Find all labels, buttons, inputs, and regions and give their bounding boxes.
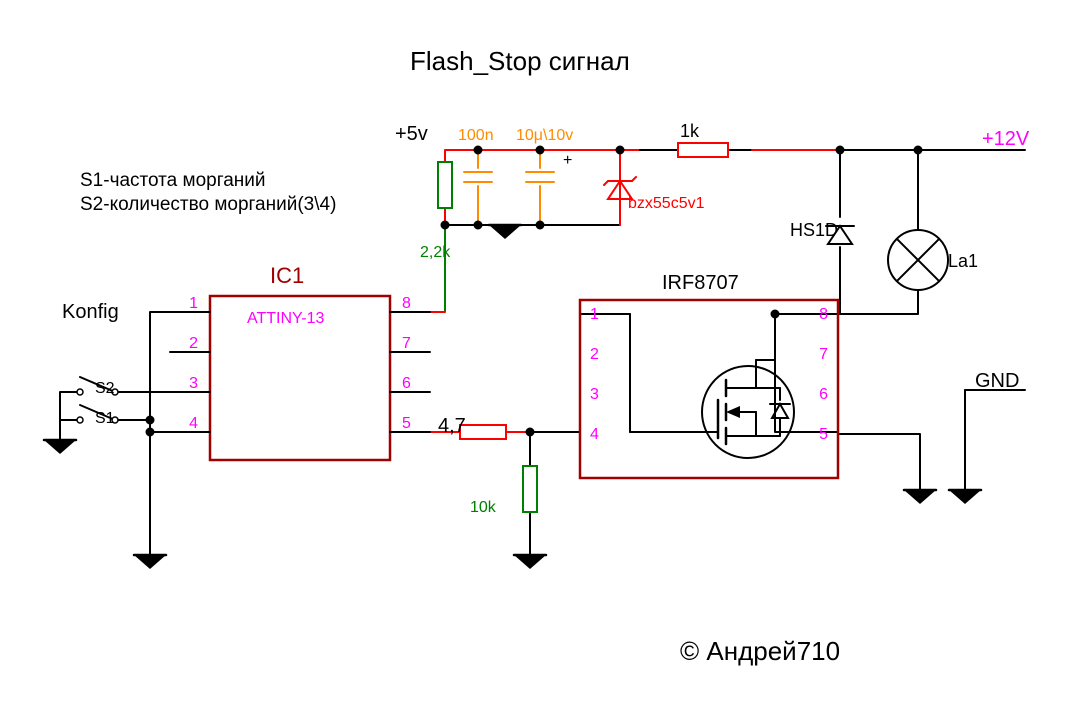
svg-text:© Андрей710: © Андрей710 <box>680 636 840 666</box>
svg-text:+5v: +5v <box>395 123 428 145</box>
svg-text:100n: 100n <box>458 127 494 144</box>
svg-text:IC1: IC1 <box>270 263 304 288</box>
svg-text:GND: GND <box>975 370 1019 392</box>
svg-text:ATTINY-13: ATTINY-13 <box>247 310 324 327</box>
svg-text:Konfig: Konfig <box>62 301 119 323</box>
svg-text:S2-количество морганий(3\4): S2-количество морганий(3\4) <box>80 194 336 215</box>
svg-text:10μ\10v: 10μ\10v <box>516 127 573 144</box>
svg-text:4,7: 4,7 <box>438 415 466 437</box>
svg-text:6: 6 <box>402 375 411 392</box>
svg-text:1: 1 <box>189 295 198 312</box>
svg-text:3: 3 <box>590 386 599 403</box>
svg-text:4: 4 <box>590 426 599 443</box>
svg-text:5: 5 <box>402 415 411 432</box>
svg-text:3: 3 <box>189 375 198 392</box>
svg-text:7: 7 <box>402 335 411 352</box>
schematic-canvas: 1 2 3 4 8 7 6 5 1 2 3 4 8 7 6 5 Flash_Stop сигнал © Андре… <box>0 0 1066 703</box>
svg-text:La1: La1 <box>948 251 978 271</box>
svg-text:+: + <box>563 152 572 169</box>
svg-text:4: 4 <box>189 415 198 432</box>
svg-text:2: 2 <box>590 346 599 363</box>
svg-text:6: 6 <box>819 386 828 403</box>
svg-text:8: 8 <box>819 306 828 323</box>
svg-text:2: 2 <box>189 335 198 352</box>
svg-text:S1-частота морганий: S1-частота морганий <box>80 170 266 191</box>
svg-text:HS1D: HS1D <box>790 220 838 240</box>
svg-text:+12V: +12V <box>982 128 1030 150</box>
svg-text:1k: 1k <box>680 121 700 141</box>
svg-text:IRF8707: IRF8707 <box>662 272 739 294</box>
svg-text:2,2k: 2,2k <box>420 244 451 261</box>
svg-text:10k: 10k <box>470 499 497 516</box>
svg-text:S1: S1 <box>95 410 115 427</box>
svg-text:1: 1 <box>590 306 599 323</box>
svg-text:7: 7 <box>819 346 828 363</box>
svg-text:8: 8 <box>402 295 411 312</box>
svg-text:Flash_Stop сигнал: Flash_Stop сигнал <box>410 46 630 76</box>
svg-text:5: 5 <box>819 426 828 443</box>
svg-text:bzx55c5v1: bzx55c5v1 <box>628 195 705 212</box>
svg-text:S2: S2 <box>95 380 115 397</box>
